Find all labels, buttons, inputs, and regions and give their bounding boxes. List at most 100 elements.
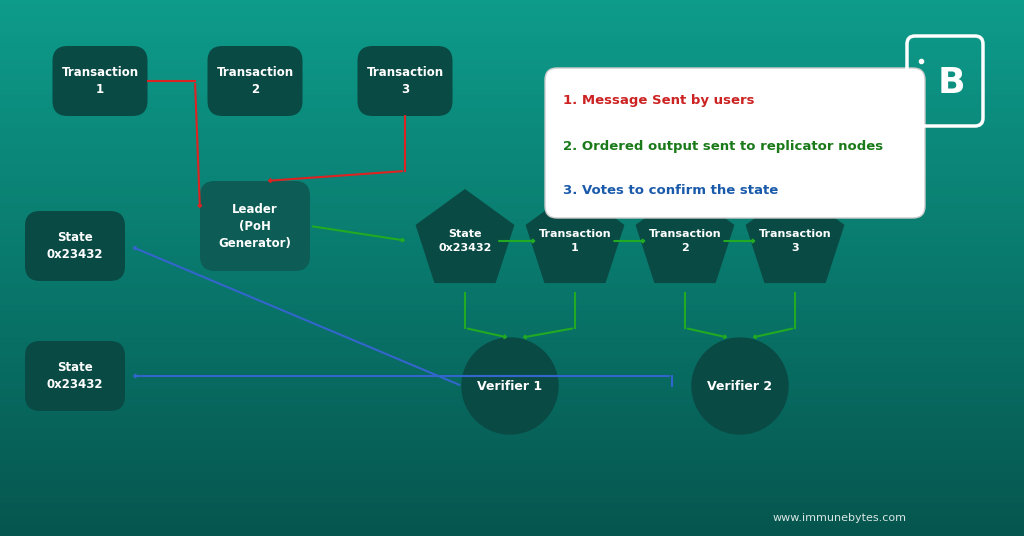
Bar	[0, 214, 1024, 220]
Text: 3. Votes to confirm the state: 3. Votes to confirm the state	[563, 183, 778, 197]
Bar	[0, 38, 1024, 43]
Bar	[0, 11, 1024, 16]
Bar	[0, 204, 1024, 209]
Text: Leader
(PoH
Generator): Leader (PoH Generator)	[218, 203, 292, 249]
Bar	[0, 172, 1024, 177]
FancyBboxPatch shape	[52, 46, 147, 116]
Circle shape	[462, 338, 558, 434]
Bar	[0, 466, 1024, 472]
Bar	[0, 461, 1024, 466]
Bar	[0, 327, 1024, 332]
Bar	[0, 209, 1024, 214]
Bar	[0, 386, 1024, 391]
Bar	[0, 423, 1024, 429]
Bar	[0, 48, 1024, 54]
Polygon shape	[525, 189, 625, 283]
Bar	[0, 284, 1024, 289]
Polygon shape	[745, 189, 845, 283]
Bar	[0, 488, 1024, 493]
Bar	[0, 102, 1024, 107]
Bar	[0, 155, 1024, 161]
Bar	[0, 445, 1024, 450]
Bar	[0, 225, 1024, 230]
Bar	[0, 273, 1024, 279]
Bar	[0, 450, 1024, 456]
FancyBboxPatch shape	[25, 341, 125, 411]
Bar	[0, 520, 1024, 525]
Bar	[0, 64, 1024, 70]
Bar	[0, 482, 1024, 488]
Text: B: B	[937, 66, 965, 100]
Circle shape	[692, 338, 788, 434]
Text: State
0x23432: State 0x23432	[438, 229, 492, 252]
Bar	[0, 32, 1024, 38]
Bar	[0, 332, 1024, 338]
Bar	[0, 0, 1024, 5]
Bar	[0, 509, 1024, 515]
Bar	[0, 316, 1024, 322]
Bar	[0, 177, 1024, 182]
Bar	[0, 230, 1024, 236]
Bar	[0, 289, 1024, 295]
Bar	[0, 263, 1024, 268]
Bar	[0, 59, 1024, 64]
Bar	[0, 498, 1024, 504]
Bar	[0, 477, 1024, 482]
Bar	[0, 493, 1024, 498]
Text: Transaction
1: Transaction 1	[61, 66, 138, 96]
Bar	[0, 429, 1024, 434]
Bar	[0, 515, 1024, 520]
Bar	[0, 375, 1024, 381]
Bar	[0, 123, 1024, 129]
Text: www.immunebytes.com: www.immunebytes.com	[773, 513, 907, 523]
Bar	[0, 252, 1024, 257]
Bar	[0, 5, 1024, 11]
Bar	[0, 364, 1024, 370]
Bar	[0, 118, 1024, 123]
Polygon shape	[416, 189, 514, 283]
Bar	[0, 370, 1024, 375]
Bar	[0, 413, 1024, 418]
Bar	[0, 75, 1024, 80]
Text: Transaction
3: Transaction 3	[367, 66, 443, 96]
Text: Verifier 1: Verifier 1	[477, 379, 543, 392]
Bar	[0, 107, 1024, 113]
Text: 1. Message Sent by users: 1. Message Sent by users	[563, 93, 755, 107]
Bar	[0, 21, 1024, 27]
Bar	[0, 456, 1024, 461]
Bar	[0, 129, 1024, 134]
Bar	[0, 322, 1024, 327]
Polygon shape	[636, 189, 734, 283]
Bar	[0, 91, 1024, 96]
Bar	[0, 306, 1024, 311]
Bar	[0, 27, 1024, 32]
Bar	[0, 257, 1024, 263]
Bar	[0, 295, 1024, 300]
FancyBboxPatch shape	[25, 211, 125, 281]
Bar	[0, 150, 1024, 155]
Bar	[0, 43, 1024, 48]
Bar	[0, 338, 1024, 343]
Bar	[0, 236, 1024, 241]
Bar	[0, 86, 1024, 91]
Bar	[0, 70, 1024, 75]
FancyBboxPatch shape	[208, 46, 302, 116]
FancyBboxPatch shape	[200, 181, 310, 271]
FancyBboxPatch shape	[545, 68, 925, 218]
Text: Transaction
2: Transaction 2	[216, 66, 294, 96]
Bar	[0, 359, 1024, 364]
Text: Transaction
3: Transaction 3	[759, 229, 831, 252]
Bar	[0, 300, 1024, 306]
Bar	[0, 402, 1024, 407]
Bar	[0, 113, 1024, 118]
Bar	[0, 343, 1024, 348]
Bar	[0, 434, 1024, 440]
Bar	[0, 504, 1024, 509]
Text: State
0x23432: State 0x23432	[47, 231, 103, 261]
Bar	[0, 54, 1024, 59]
Bar	[0, 247, 1024, 252]
Bar	[0, 418, 1024, 423]
Bar	[0, 161, 1024, 166]
Bar	[0, 134, 1024, 139]
Bar	[0, 381, 1024, 386]
